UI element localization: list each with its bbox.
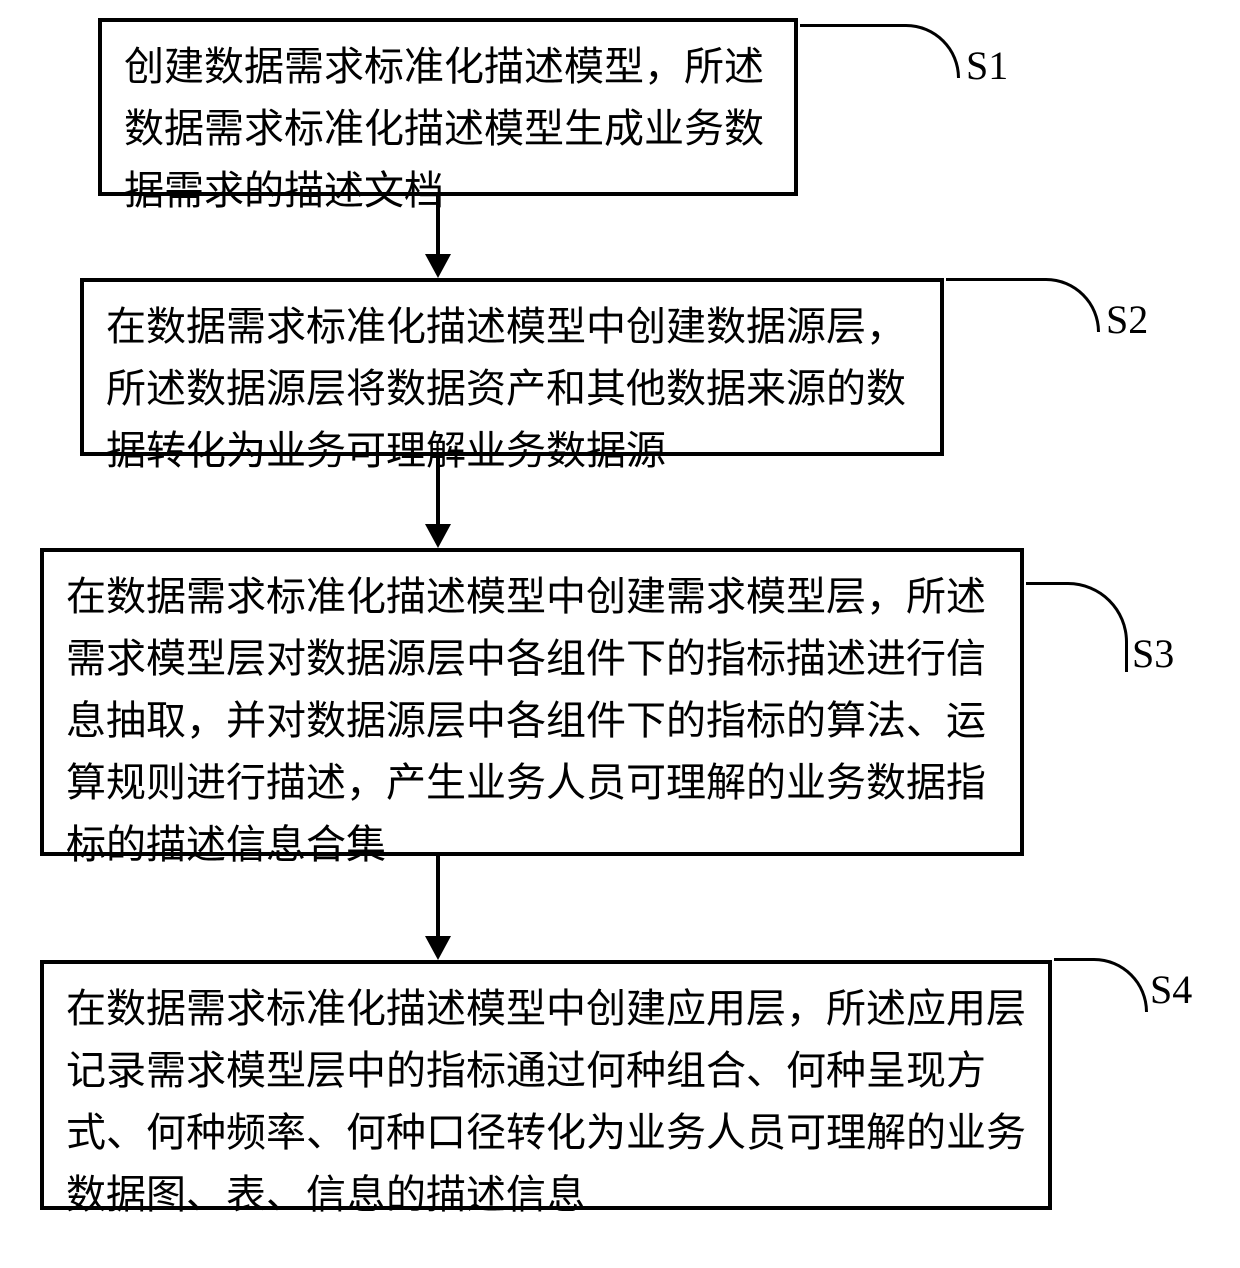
step-label-s1: S1 bbox=[966, 42, 1008, 89]
step-label-s2: S2 bbox=[1106, 296, 1148, 343]
flow-step-s2: 在数据需求标准化描述模型中创建数据源层，所述数据源层将数据资产和其他数据来源的数… bbox=[80, 278, 944, 456]
step-label-s3: S3 bbox=[1132, 630, 1174, 677]
arrow-head-2 bbox=[425, 524, 451, 548]
label-connector-s3 bbox=[1026, 582, 1128, 672]
label-connector-s1 bbox=[800, 24, 960, 78]
arrow-line-2 bbox=[436, 456, 440, 524]
flow-step-s4: 在数据需求标准化描述模型中创建应用层，所述应用层记录需求模型层中的指标通过何种组… bbox=[40, 960, 1052, 1210]
arrow-line-3 bbox=[436, 856, 440, 936]
arrow-head-3 bbox=[425, 936, 451, 960]
arrow-head-1 bbox=[425, 254, 451, 278]
label-connector-s2 bbox=[946, 278, 1100, 332]
label-connector-s4 bbox=[1054, 958, 1148, 1012]
flow-step-s3: 在数据需求标准化描述模型中创建需求模型层，所述需求模型层对数据源层中各组件下的指… bbox=[40, 548, 1024, 856]
step-label-s4: S4 bbox=[1150, 966, 1192, 1013]
flow-step-s1: 创建数据需求标准化描述模型，所述数据需求标准化描述模型生成业务数据需求的描述文档 bbox=[98, 18, 798, 196]
arrow-line-1 bbox=[436, 196, 440, 254]
